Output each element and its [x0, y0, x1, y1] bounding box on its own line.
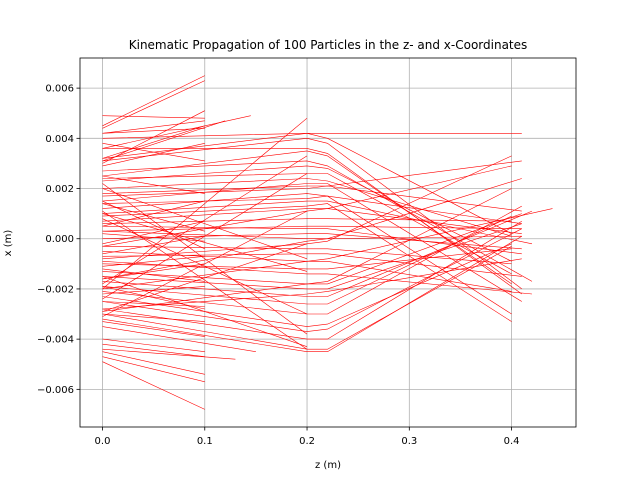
particle-track [102, 348, 236, 360]
particle-track [102, 165, 512, 262]
particle-track [102, 155, 512, 260]
particle-track [102, 326, 256, 352]
particle-track [102, 225, 522, 255]
particle-track [102, 115, 205, 119]
particle-track [102, 132, 512, 234]
x-tick-label: 0.2 [299, 436, 315, 447]
particle-track [102, 125, 205, 159]
y-tick-label: −0.002 [37, 284, 74, 295]
particle-track [102, 220, 522, 340]
particle-track [102, 361, 205, 410]
x-tick-label: 0.3 [401, 436, 417, 447]
particle-track [102, 253, 522, 277]
particle-track [102, 261, 533, 295]
particle-track [102, 200, 205, 227]
particle-track [102, 117, 308, 290]
particle-track [102, 143, 205, 162]
y-tick-label: 0.006 [45, 84, 74, 95]
plot-frame [79, 57, 577, 428]
y-axis-label: x (m) [3, 230, 14, 257]
particle-track [102, 321, 205, 337]
chart-title: Kinematic Propagation of 100 Particles i… [129, 38, 528, 52]
particle-track [102, 205, 522, 315]
particle-track [102, 178, 522, 280]
particle-track [102, 128, 205, 134]
particle-track [102, 215, 512, 305]
plot-area [80, 58, 576, 427]
y-tick-label: −0.004 [37, 335, 74, 346]
particle-track [102, 213, 308, 272]
particle-track [102, 230, 522, 239]
particle-track [102, 203, 512, 322]
particle-track [102, 75, 205, 127]
particle-track [102, 133, 522, 139]
particle-track [102, 160, 522, 194]
particle-track [102, 148, 522, 295]
particle-track [102, 223, 522, 290]
particle-track [102, 256, 205, 267]
particle-track [102, 235, 205, 255]
x-tick-label: 0.1 [197, 436, 213, 447]
particle-track [102, 276, 308, 347]
particle-track [102, 258, 522, 310]
particle-track [102, 246, 512, 265]
particle-track [102, 160, 533, 282]
particle-track [102, 313, 205, 322]
particle-track [102, 178, 512, 237]
particle-track [102, 246, 512, 350]
particle-track [102, 263, 205, 280]
particle-track [102, 235, 522, 353]
axis-ticks: 0.0 0.1 0.2 0.3 0.4 −0.006 −0.004 −0.002 0.000 0.… [37, 84, 520, 447]
particle-track [102, 286, 205, 310]
particle-track [102, 183, 522, 302]
x-tick-label: 0.4 [504, 436, 520, 447]
x-tick-label: 0.0 [95, 436, 111, 447]
particle-track [102, 188, 512, 312]
particle-track [102, 301, 205, 307]
particle-track [102, 268, 205, 282]
particle-track [102, 115, 251, 149]
particle-track [102, 173, 512, 275]
particle-track [102, 200, 533, 245]
particle-track [102, 143, 205, 167]
particle-track [102, 208, 522, 234]
particle-track [102, 233, 205, 242]
particle-track [102, 220, 205, 245]
particle-track [102, 208, 553, 290]
particle-track [102, 80, 205, 129]
particle-track [102, 286, 205, 295]
particle-track [102, 218, 308, 315]
particle-track [102, 137, 522, 290]
particle-track [102, 351, 205, 375]
y-tick-label: 0.000 [45, 234, 74, 245]
particle-track [102, 155, 308, 285]
x-axis-label: z (m) [315, 460, 341, 471]
particle-tracks [102, 75, 553, 410]
particle-track [102, 356, 205, 383]
particle-track [102, 175, 205, 194]
particle-track [102, 210, 308, 350]
particle-track [102, 183, 308, 335]
particle-track [102, 200, 205, 250]
particle-track [102, 243, 308, 312]
y-tick-label: 0.002 [45, 184, 74, 195]
y-tick-label: −0.006 [37, 385, 74, 396]
particle-track [102, 228, 522, 332]
particle-track [102, 165, 512, 247]
y-tick-label: 0.004 [45, 134, 74, 145]
particle-track [102, 188, 308, 260]
particle-track [102, 338, 205, 352]
particle-track [102, 120, 226, 162]
particle-track [102, 120, 205, 134]
particle-track [102, 210, 533, 297]
particle-track [102, 203, 205, 232]
particle-track [102, 343, 205, 357]
